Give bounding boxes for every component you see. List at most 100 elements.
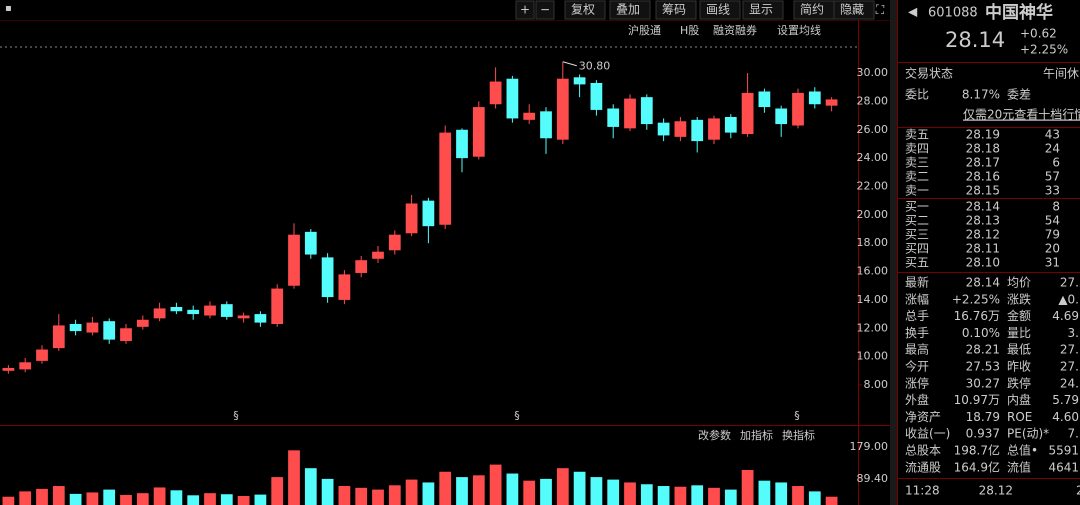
volume-bar	[271, 477, 284, 505]
volume-bar	[724, 489, 737, 505]
toolbar-button[interactable]	[535, 0, 555, 20]
stat-label: 最新	[905, 275, 929, 290]
toolbar-label[interactable]: 显示	[749, 3, 773, 17]
volume-toolbar-label[interactable]: 改参数	[698, 428, 731, 442]
toolbar-button[interactable]	[655, 0, 697, 20]
candle-body	[792, 92, 804, 126]
upgrade-link[interactable]: 仅需20元查看十档行情	[963, 108, 1080, 122]
book-label: 买三	[905, 228, 929, 242]
book-label: 卖五	[905, 128, 929, 142]
stat-value: 27.	[1060, 360, 1079, 374]
toolbar-label[interactable]: +	[520, 3, 530, 17]
volume-bar	[657, 486, 670, 505]
volume-bar	[204, 493, 216, 505]
scrollbar[interactable]	[890, 0, 897, 505]
volume-bar	[187, 495, 200, 505]
volume-bar	[86, 492, 99, 505]
candle-body	[657, 122, 670, 136]
candle-body	[556, 78, 569, 140]
volume-bar	[153, 487, 166, 505]
stat-label: 流通股	[905, 460, 941, 474]
volume-bar	[674, 486, 687, 505]
toolbar-label[interactable]: 叠加	[616, 3, 640, 17]
candle-body	[573, 77, 586, 85]
value: 8.17%	[962, 88, 1000, 102]
toolbar-label[interactable]: 复权	[571, 3, 595, 17]
toolbar-button[interactable]	[515, 0, 535, 20]
candle-body	[456, 129, 468, 159]
volume-bar	[422, 482, 435, 505]
volume-bar	[775, 482, 788, 505]
book-volume: 79	[1045, 228, 1060, 242]
book-volume: 31	[1045, 256, 1060, 270]
stat-label: 外盘	[905, 392, 929, 407]
toolbar-button[interactable]	[609, 0, 651, 20]
candle-body	[422, 200, 435, 227]
change: +0.62	[1020, 27, 1057, 41]
stat-value: 198.7亿	[954, 443, 1000, 458]
volume-bar	[640, 484, 653, 505]
stat-label: 涨跌	[1007, 291, 1031, 306]
sub-toolbar-label[interactable]: H股	[680, 24, 699, 37]
volume-bar	[321, 478, 334, 505]
volume-bar	[708, 487, 720, 505]
volume-bar	[439, 471, 452, 505]
candle-body	[372, 251, 384, 259]
volume-bar	[607, 479, 620, 505]
book-label: 买一	[905, 200, 929, 214]
candle-body	[237, 315, 250, 319]
stat-value: 27.	[1060, 276, 1079, 290]
event-mark[interactable]: §	[794, 409, 800, 422]
stat-label: 收益(一)	[905, 427, 950, 441]
candle-body	[523, 112, 536, 120]
volume-bar	[405, 479, 418, 505]
sub-toolbar-label[interactable]: 融资融券	[713, 23, 757, 37]
expand-icon[interactable]: ⛶	[875, 3, 885, 17]
candle-body	[86, 322, 99, 333]
toolbar-label[interactable]: 隐藏	[840, 3, 864, 17]
candle-body	[388, 234, 401, 251]
stat-value: 3.	[1068, 326, 1079, 340]
window-icon[interactable]: ▪	[5, 3, 12, 14]
candle-body	[472, 107, 485, 157]
candle-body	[691, 119, 704, 142]
toolbar-label[interactable]: −	[540, 3, 550, 17]
stat-label: 最低	[1007, 343, 1031, 357]
volume-bar	[372, 489, 384, 505]
candle-body	[220, 304, 233, 317]
candle-body	[540, 111, 552, 139]
y-tick-label: 20.00	[857, 208, 889, 221]
volume-bar	[120, 494, 132, 505]
toolbar-button[interactable]	[833, 0, 875, 20]
volume-bar	[304, 468, 317, 505]
volume-toolbar-label[interactable]: 加指标	[740, 428, 773, 442]
event-mark[interactable]: §	[233, 409, 239, 422]
toolbar-button[interactable]	[742, 0, 784, 20]
book-label: 卖四	[905, 142, 929, 156]
back-arrow[interactable]: ◀	[908, 5, 918, 19]
book-volume: 57	[1045, 170, 1060, 184]
candle-body	[439, 132, 452, 225]
toolbar-label[interactable]: 画线	[706, 3, 730, 17]
event-mark[interactable]: §	[514, 409, 520, 422]
toolbar-button[interactable]	[564, 0, 606, 20]
volume-toolbar-label[interactable]: 换指标	[782, 428, 815, 442]
candle-body	[338, 274, 351, 300]
toolbar-label[interactable]: 筹码	[662, 3, 686, 17]
book-volume: 20	[1045, 242, 1060, 256]
volume-bar	[69, 493, 82, 505]
candle-body	[304, 231, 317, 255]
sub-toolbar-label[interactable]: 沪股通	[628, 23, 661, 37]
sub-toolbar-label[interactable]: 设置均线	[777, 23, 821, 37]
book-price: 28.12	[966, 228, 1000, 242]
toolbar-label[interactable]: 简约	[800, 2, 824, 17]
y-tick-label: 12.00	[857, 321, 889, 334]
stat-label: 换手	[905, 326, 929, 340]
stat-value: 16.76万	[954, 309, 1000, 323]
volume-bar	[136, 493, 149, 505]
toolbar-button[interactable]	[699, 0, 741, 20]
stat-label: 均价	[1007, 276, 1031, 290]
volume-bar	[170, 490, 183, 505]
y-tick-label: 14.00	[857, 293, 889, 306]
book-price: 28.19	[966, 128, 1000, 142]
